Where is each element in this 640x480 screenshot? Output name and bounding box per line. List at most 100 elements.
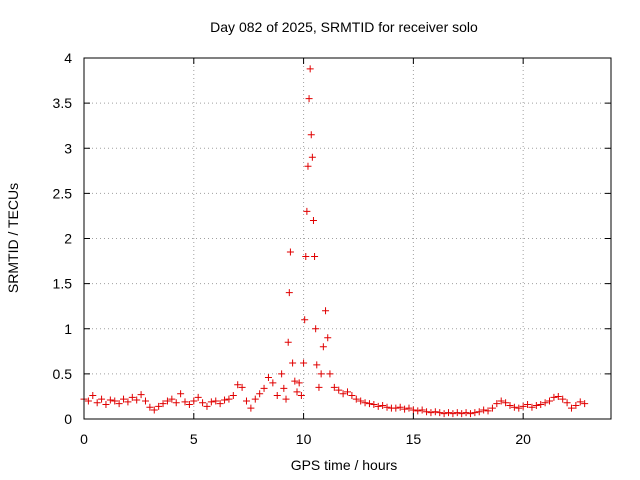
data-point: [370, 401, 378, 409]
data-point: [480, 406, 488, 414]
data-point: [458, 410, 466, 418]
data-point: [172, 399, 180, 407]
data-point: [273, 392, 281, 400]
data-point: [572, 401, 580, 409]
y-tick-label: 1.5: [53, 276, 73, 292]
data-point: [493, 400, 501, 408]
data-point: [357, 397, 365, 405]
data-point: [111, 397, 119, 405]
data-point: [431, 408, 439, 416]
data-point: [291, 377, 299, 385]
data-point: [361, 399, 369, 407]
data-point: [163, 397, 171, 405]
x-tick-label: 5: [190, 431, 198, 447]
data-point: [510, 403, 518, 411]
data-point: [89, 392, 97, 400]
data-point: [392, 404, 400, 412]
data-point: [199, 399, 207, 407]
x-tick-label: 10: [296, 431, 312, 447]
data-point: [124, 398, 132, 406]
data-point: [289, 359, 297, 367]
data-point: [282, 395, 290, 403]
data-point: [423, 408, 431, 416]
data-point: [285, 289, 293, 297]
data-point: [497, 397, 505, 405]
data-point: [98, 395, 106, 403]
data-point: [155, 402, 163, 410]
data-point: [409, 406, 417, 414]
data-point: [84, 397, 92, 405]
data-point: [519, 402, 527, 410]
data-point: [567, 404, 575, 412]
data-point: [418, 406, 426, 414]
data-point: [445, 409, 453, 417]
data-point: [115, 400, 123, 408]
data-point: [528, 403, 536, 411]
data-point: [207, 398, 215, 406]
data-point: [471, 409, 479, 417]
data-point: [515, 404, 523, 412]
data-point: [150, 406, 158, 414]
data-point: [352, 395, 360, 403]
data-point: [405, 404, 413, 412]
data-point: [225, 395, 233, 403]
data-point: [308, 153, 316, 161]
data-point: [212, 397, 220, 405]
data-point: [559, 395, 567, 403]
data-point: [280, 384, 288, 392]
y-tick-label: 4: [64, 50, 72, 66]
data-point: [295, 379, 303, 387]
data-point: [251, 395, 259, 403]
chart-title: Day 082 of 2025, SRMTID for receiver sol…: [210, 19, 478, 35]
data-point: [305, 95, 313, 103]
data-point: [462, 409, 470, 417]
y-tick-label: 2: [64, 231, 72, 247]
data-point: [466, 410, 474, 418]
y-tick-label: 0: [64, 411, 72, 427]
y-tick-label: 2.5: [53, 185, 73, 201]
data-point: [319, 343, 327, 351]
data-point: [550, 393, 558, 401]
data-point: [269, 379, 277, 387]
data-point: [137, 391, 145, 399]
data-point: [128, 393, 136, 401]
data-point: [322, 307, 330, 315]
data-point: [221, 396, 229, 404]
data-point: [449, 410, 457, 418]
data-point: [563, 399, 571, 407]
data-point: [168, 395, 176, 403]
x-tick-label: 15: [406, 431, 422, 447]
y-axis-label: SRMTID / TECUs: [5, 183, 21, 293]
data-point: [306, 65, 314, 73]
data-point: [284, 338, 292, 346]
data-point: [344, 388, 351, 396]
y-tick-label: 0.5: [53, 366, 73, 382]
x-tick-label: 20: [515, 431, 531, 447]
data-point: [546, 397, 554, 405]
data-point: [106, 396, 114, 404]
data-point: [348, 392, 356, 400]
data-point: [194, 393, 202, 401]
data-point: [436, 409, 444, 417]
y-tick-label: 3.5: [53, 95, 73, 111]
plot-frame: [83, 57, 612, 420]
data-point: [541, 399, 549, 407]
data-point: [524, 401, 532, 409]
data-point: [234, 381, 242, 389]
y-tick-label: 3: [64, 140, 72, 156]
data-point: [93, 399, 101, 407]
data-point: [307, 131, 315, 139]
axis-ticks: 0 5 10 15 20 0 0.5 1 1.5 2 2.5 3 3.5 4: [53, 50, 611, 447]
data-point: [374, 402, 382, 410]
grid: [84, 58, 611, 419]
data-point: [190, 397, 198, 405]
data-point: [264, 373, 272, 381]
data-point: [260, 384, 268, 392]
data-point: [502, 399, 510, 407]
y-tick-label: 1: [64, 321, 72, 337]
data-point: [247, 404, 255, 412]
data-point: [581, 400, 589, 408]
data-point: [532, 401, 540, 409]
data-point: [313, 361, 321, 369]
